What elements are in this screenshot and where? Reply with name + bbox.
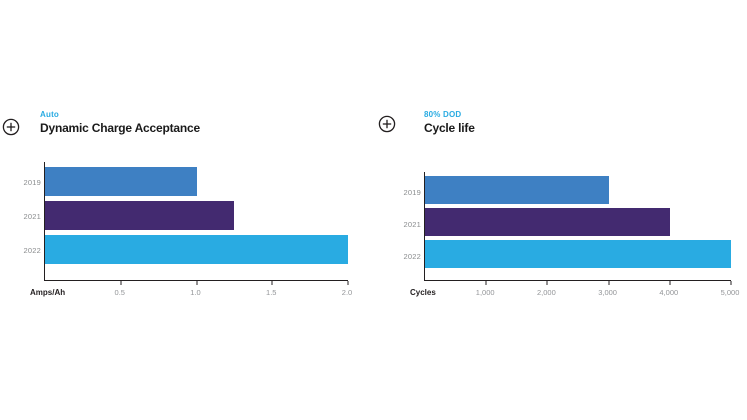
x-tick-label: 1.0	[190, 288, 201, 297]
chart-subtitle: Auto	[40, 110, 60, 119]
x-axis: Cycles 1,000 2,000 3,000 4,000 5,000	[410, 286, 739, 298]
axis-tick	[271, 281, 273, 285]
axis-tick	[546, 281, 548, 285]
y-axis-label: 2021	[23, 212, 41, 221]
y-axis-label: 2019	[23, 178, 41, 187]
x-axis-title: Amps/Ah	[30, 288, 66, 297]
x-tick-label: 3,000	[598, 288, 617, 297]
chart-body: Auto Dynamic Charge Acceptance 2019 2021 2…	[24, 108, 366, 297]
plot-area: 2019 2021 2022	[24, 162, 349, 285]
axis-tick	[196, 281, 197, 285]
x-axis: Amps/Ah 0.5 1.0 1.5 2.0	[30, 286, 352, 298]
x-tick-label: 4,000	[659, 288, 679, 297]
y-axis-label: 2022	[23, 246, 41, 255]
axis-tick	[730, 281, 732, 285]
bar-chart-left: Auto Dynamic Charge Acceptance 2019 2021 2…	[0, 108, 366, 308]
x-tick-label: 1.5	[266, 288, 277, 297]
x-tick-label: 5,000	[720, 288, 740, 297]
plus-circle-icon	[2, 118, 20, 136]
bar-2019	[45, 167, 197, 196]
bar-2019	[425, 176, 609, 204]
x-tick-label: 2,000	[537, 288, 556, 297]
x-tick-label: 2.0	[341, 288, 353, 297]
bar-2022	[45, 235, 348, 264]
x-tick-label: 1,000	[475, 288, 495, 297]
expand-button[interactable]	[378, 115, 396, 133]
bar-chart-right: 80% DOD Cycle life 2019 2021 2022 Cycles 1…	[372, 108, 744, 308]
expand-button[interactable]	[2, 118, 20, 136]
y-axis-labels: 2019 2021 2022	[5, 162, 41, 265]
plot-area: 2019 2021 2022	[404, 172, 732, 285]
axis-tick	[608, 281, 610, 285]
y-axis-label: 2021	[403, 220, 421, 229]
y-axis-labels: 2019 2021 2022	[385, 172, 421, 271]
y-axis-label: 2019	[403, 188, 421, 197]
y-axis-label: 2022	[403, 252, 421, 261]
chart-title: Dynamic Charge Acceptance	[40, 121, 200, 135]
bar-2021	[425, 208, 670, 236]
bar-2022	[425, 240, 731, 268]
axis-tick	[347, 281, 349, 285]
axis-tick	[669, 281, 671, 285]
x-tick-label: 0.5	[114, 288, 125, 297]
chart-body: 80% DOD Cycle life 2019 2021 2022 Cycles 1…	[404, 108, 744, 297]
axis-tick	[485, 281, 487, 285]
bar-2021	[45, 201, 235, 230]
x-axis-title: Cycles	[410, 288, 436, 297]
axis-tick	[120, 281, 122, 285]
chart-subtitle: 80% DOD	[424, 110, 462, 119]
plus-circle-icon	[378, 115, 396, 133]
chart-title: Cycle life	[424, 121, 475, 135]
